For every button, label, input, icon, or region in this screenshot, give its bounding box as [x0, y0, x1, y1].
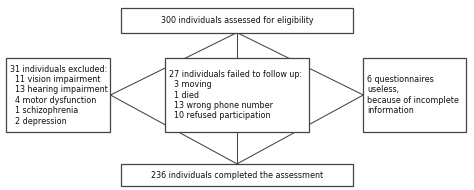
FancyBboxPatch shape [6, 58, 110, 132]
Text: 31 individuals excluded:
  11 vision impairment
  13 hearing impairment
  4 moto: 31 individuals excluded: 11 vision impai… [9, 64, 108, 126]
FancyBboxPatch shape [165, 58, 309, 132]
Text: 300 individuals assessed for eligibility: 300 individuals assessed for eligibility [161, 16, 313, 25]
FancyBboxPatch shape [364, 58, 465, 132]
Text: 6 questionnaires
useless,
because of incomplete
information: 6 questionnaires useless, because of inc… [367, 75, 459, 115]
Text: 27 individuals failed to follow up:
  3 moving
  1 died
  13 wrong phone number
: 27 individuals failed to follow up: 3 mo… [169, 70, 302, 120]
Text: 236 individuals completed the assessment: 236 individuals completed the assessment [151, 171, 323, 180]
FancyBboxPatch shape [121, 8, 353, 33]
FancyBboxPatch shape [121, 164, 353, 186]
